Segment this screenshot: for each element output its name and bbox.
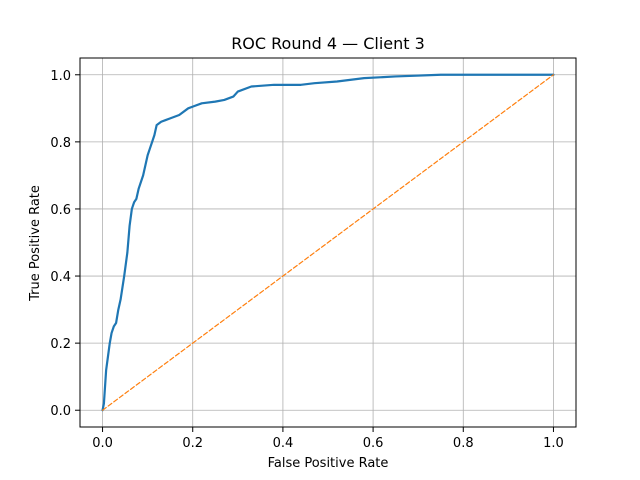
y-tick-label: 0.8 xyxy=(50,136,71,151)
x-tick-label: 0.2 xyxy=(182,436,203,451)
plot-series xyxy=(101,73,555,412)
x-tick-label: 0.6 xyxy=(363,436,384,451)
roc-curve-line xyxy=(101,73,555,412)
x-tick-label: 0.0 xyxy=(92,436,113,451)
chance-diagonal-line xyxy=(101,74,555,411)
y-tick-label: 0.4 xyxy=(50,270,71,285)
x-tick-label: 0.8 xyxy=(453,436,474,451)
y-tick-label: 0.6 xyxy=(50,203,71,218)
y-tick-label: 0.2 xyxy=(50,337,71,352)
y-tick-label: 1.0 xyxy=(50,69,71,84)
axis-ticks: 0.0 0.2 0.4 0.6 0.8 1.0 0.0 0.2 0.4 0.6 0.8 1.0 xyxy=(50,69,563,451)
x-axis-label: False Positive Rate xyxy=(268,456,389,471)
y-tick-label: 0.0 xyxy=(50,404,71,419)
y-axis-label: True Positive Rate xyxy=(28,185,43,302)
x-tick-label: 0.4 xyxy=(273,436,294,451)
chart-title: ROC Round 4 — Client 3 xyxy=(231,34,425,53)
grid xyxy=(80,58,576,427)
x-tick-label: 1.0 xyxy=(543,436,564,451)
plot-frame xyxy=(79,57,577,428)
